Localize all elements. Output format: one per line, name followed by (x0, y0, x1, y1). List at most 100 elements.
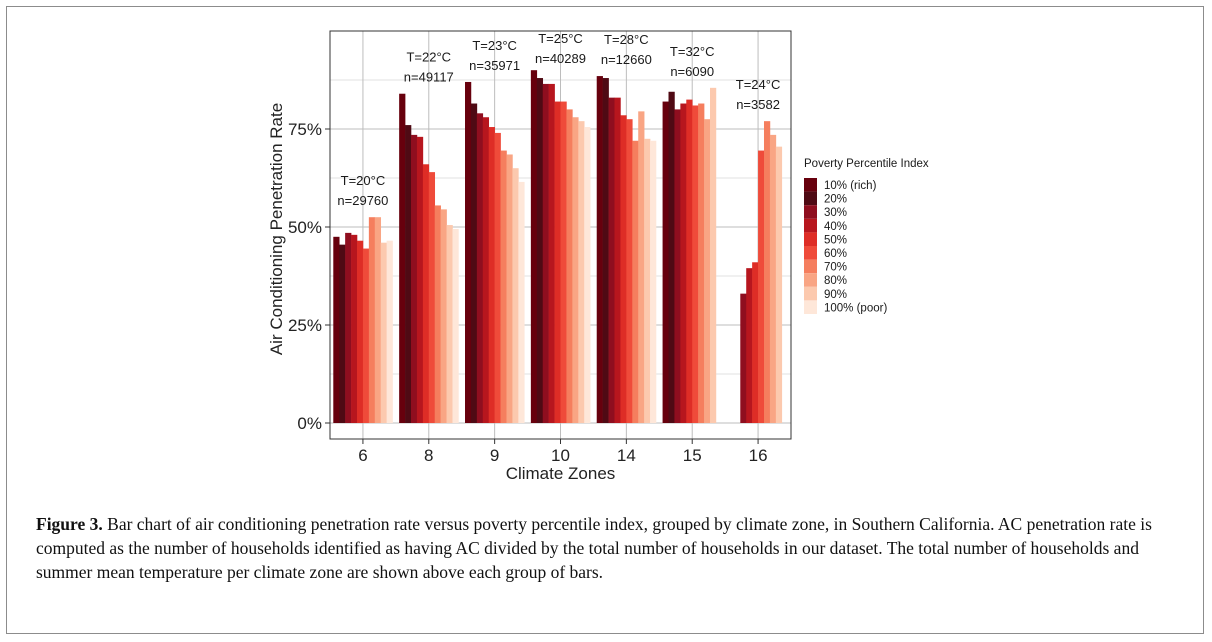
bar (752, 262, 759, 423)
bar (351, 234, 358, 423)
bar (506, 154, 513, 424)
bar (692, 105, 699, 423)
bar (488, 127, 495, 423)
bar (405, 125, 412, 423)
bar (500, 150, 507, 423)
bar (758, 150, 765, 423)
legend-swatch (804, 205, 817, 219)
bar (476, 113, 484, 423)
bar (620, 115, 627, 423)
x-axis-title: Climate Zones (506, 464, 616, 483)
legend-label: 100% (poor) (824, 302, 887, 314)
group-count-label: n=6090 (670, 64, 714, 79)
caption-label: Figure 3. (36, 514, 103, 534)
legend-swatch (804, 178, 817, 192)
x-tick-label: 9 (490, 446, 499, 465)
legend-swatch (804, 259, 817, 274)
legend: Poverty Percentile Index 10% (rich) 20%30%… (804, 158, 929, 314)
x-tick-label: 10 (551, 446, 570, 465)
bar (446, 225, 453, 423)
bar (548, 83, 555, 424)
bars-layer (333, 70, 783, 424)
bar (608, 97, 615, 423)
bar (452, 228, 459, 423)
bar (740, 293, 747, 423)
bar (470, 103, 478, 424)
bar (650, 140, 657, 423)
bar (614, 97, 621, 423)
bar (596, 76, 603, 423)
bar-chart: 0% 25% 50% 75% 6 8 9 10 14 15 16 Climate Zones Air C… (267, 30, 929, 483)
legend-label: 50% (824, 234, 847, 246)
y-tick-label: 0% (297, 414, 322, 433)
bar (494, 132, 501, 424)
legend-swatch (804, 300, 817, 314)
legend-swatch (804, 218, 817, 233)
group-temperature-label: T=28°C (604, 32, 649, 47)
legend-label: 30% (824, 207, 847, 219)
group-temperature-label: T=32°C (670, 44, 715, 59)
bar (746, 268, 753, 423)
legend-label: 90% (824, 289, 847, 301)
axis-layer: 0% 25% 50% 75% 6 8 9 10 14 15 16 Climate Zones Air C… (267, 30, 792, 483)
x-tick-label: 14 (617, 446, 636, 465)
bar (374, 217, 382, 423)
legend-swatch (804, 273, 817, 287)
bar (368, 217, 376, 423)
bar (536, 78, 544, 423)
figure-caption: Figure 3. Bar chart of air conditioning … (36, 512, 1176, 584)
bar (465, 81, 472, 424)
bar (662, 101, 669, 423)
group-temperature-label: T=25°C (538, 31, 583, 46)
bar (512, 168, 519, 423)
legend-label: 40% (824, 221, 847, 233)
bar (626, 119, 633, 423)
bar (554, 101, 561, 423)
bar (416, 136, 424, 423)
group-temperature-label: T=24°C (736, 77, 781, 92)
x-tick-label: 8 (424, 446, 433, 465)
bar (428, 172, 436, 423)
bar (775, 146, 783, 423)
group-temperature-label: T=22°C (406, 50, 451, 65)
bar (386, 240, 393, 423)
bar (518, 181, 525, 423)
group-count-label: n=40289 (535, 51, 586, 66)
legend-label: 10% (rich) (824, 180, 877, 192)
x-tick-label: 6 (358, 446, 367, 465)
bar (578, 121, 585, 423)
bar (698, 103, 705, 424)
bar (763, 121, 771, 423)
group-count-label: n=29760 (337, 193, 388, 208)
bar (704, 119, 711, 423)
x-tick-label: 16 (749, 446, 768, 465)
bar (542, 83, 549, 424)
bar (674, 109, 681, 424)
group-temperature-label: T=20°C (341, 173, 386, 188)
bar (422, 164, 430, 423)
bar (680, 103, 687, 424)
bar (380, 242, 387, 423)
bar (345, 232, 352, 423)
group-temperature-label: T=23°C (472, 38, 517, 53)
bar (584, 127, 591, 423)
legend-label: 60% (824, 248, 847, 260)
legend-swatch (804, 232, 817, 246)
bar (709, 87, 717, 423)
bar (440, 209, 447, 423)
bar (333, 236, 340, 423)
bar (638, 111, 645, 424)
bar (602, 78, 609, 423)
y-tick-label: 75% (288, 120, 322, 139)
group-count-label: n=35971 (469, 58, 520, 73)
y-axis-title: Air Conditioning Penetration Rate (267, 103, 286, 355)
bar (434, 205, 441, 423)
legend-swatch (804, 191, 817, 206)
bar (560, 101, 567, 423)
bar (668, 91, 675, 423)
bar (411, 134, 418, 423)
legend-swatch (804, 286, 817, 301)
bar (566, 109, 573, 424)
bar (632, 140, 639, 423)
legend-label: 20% (824, 194, 847, 206)
